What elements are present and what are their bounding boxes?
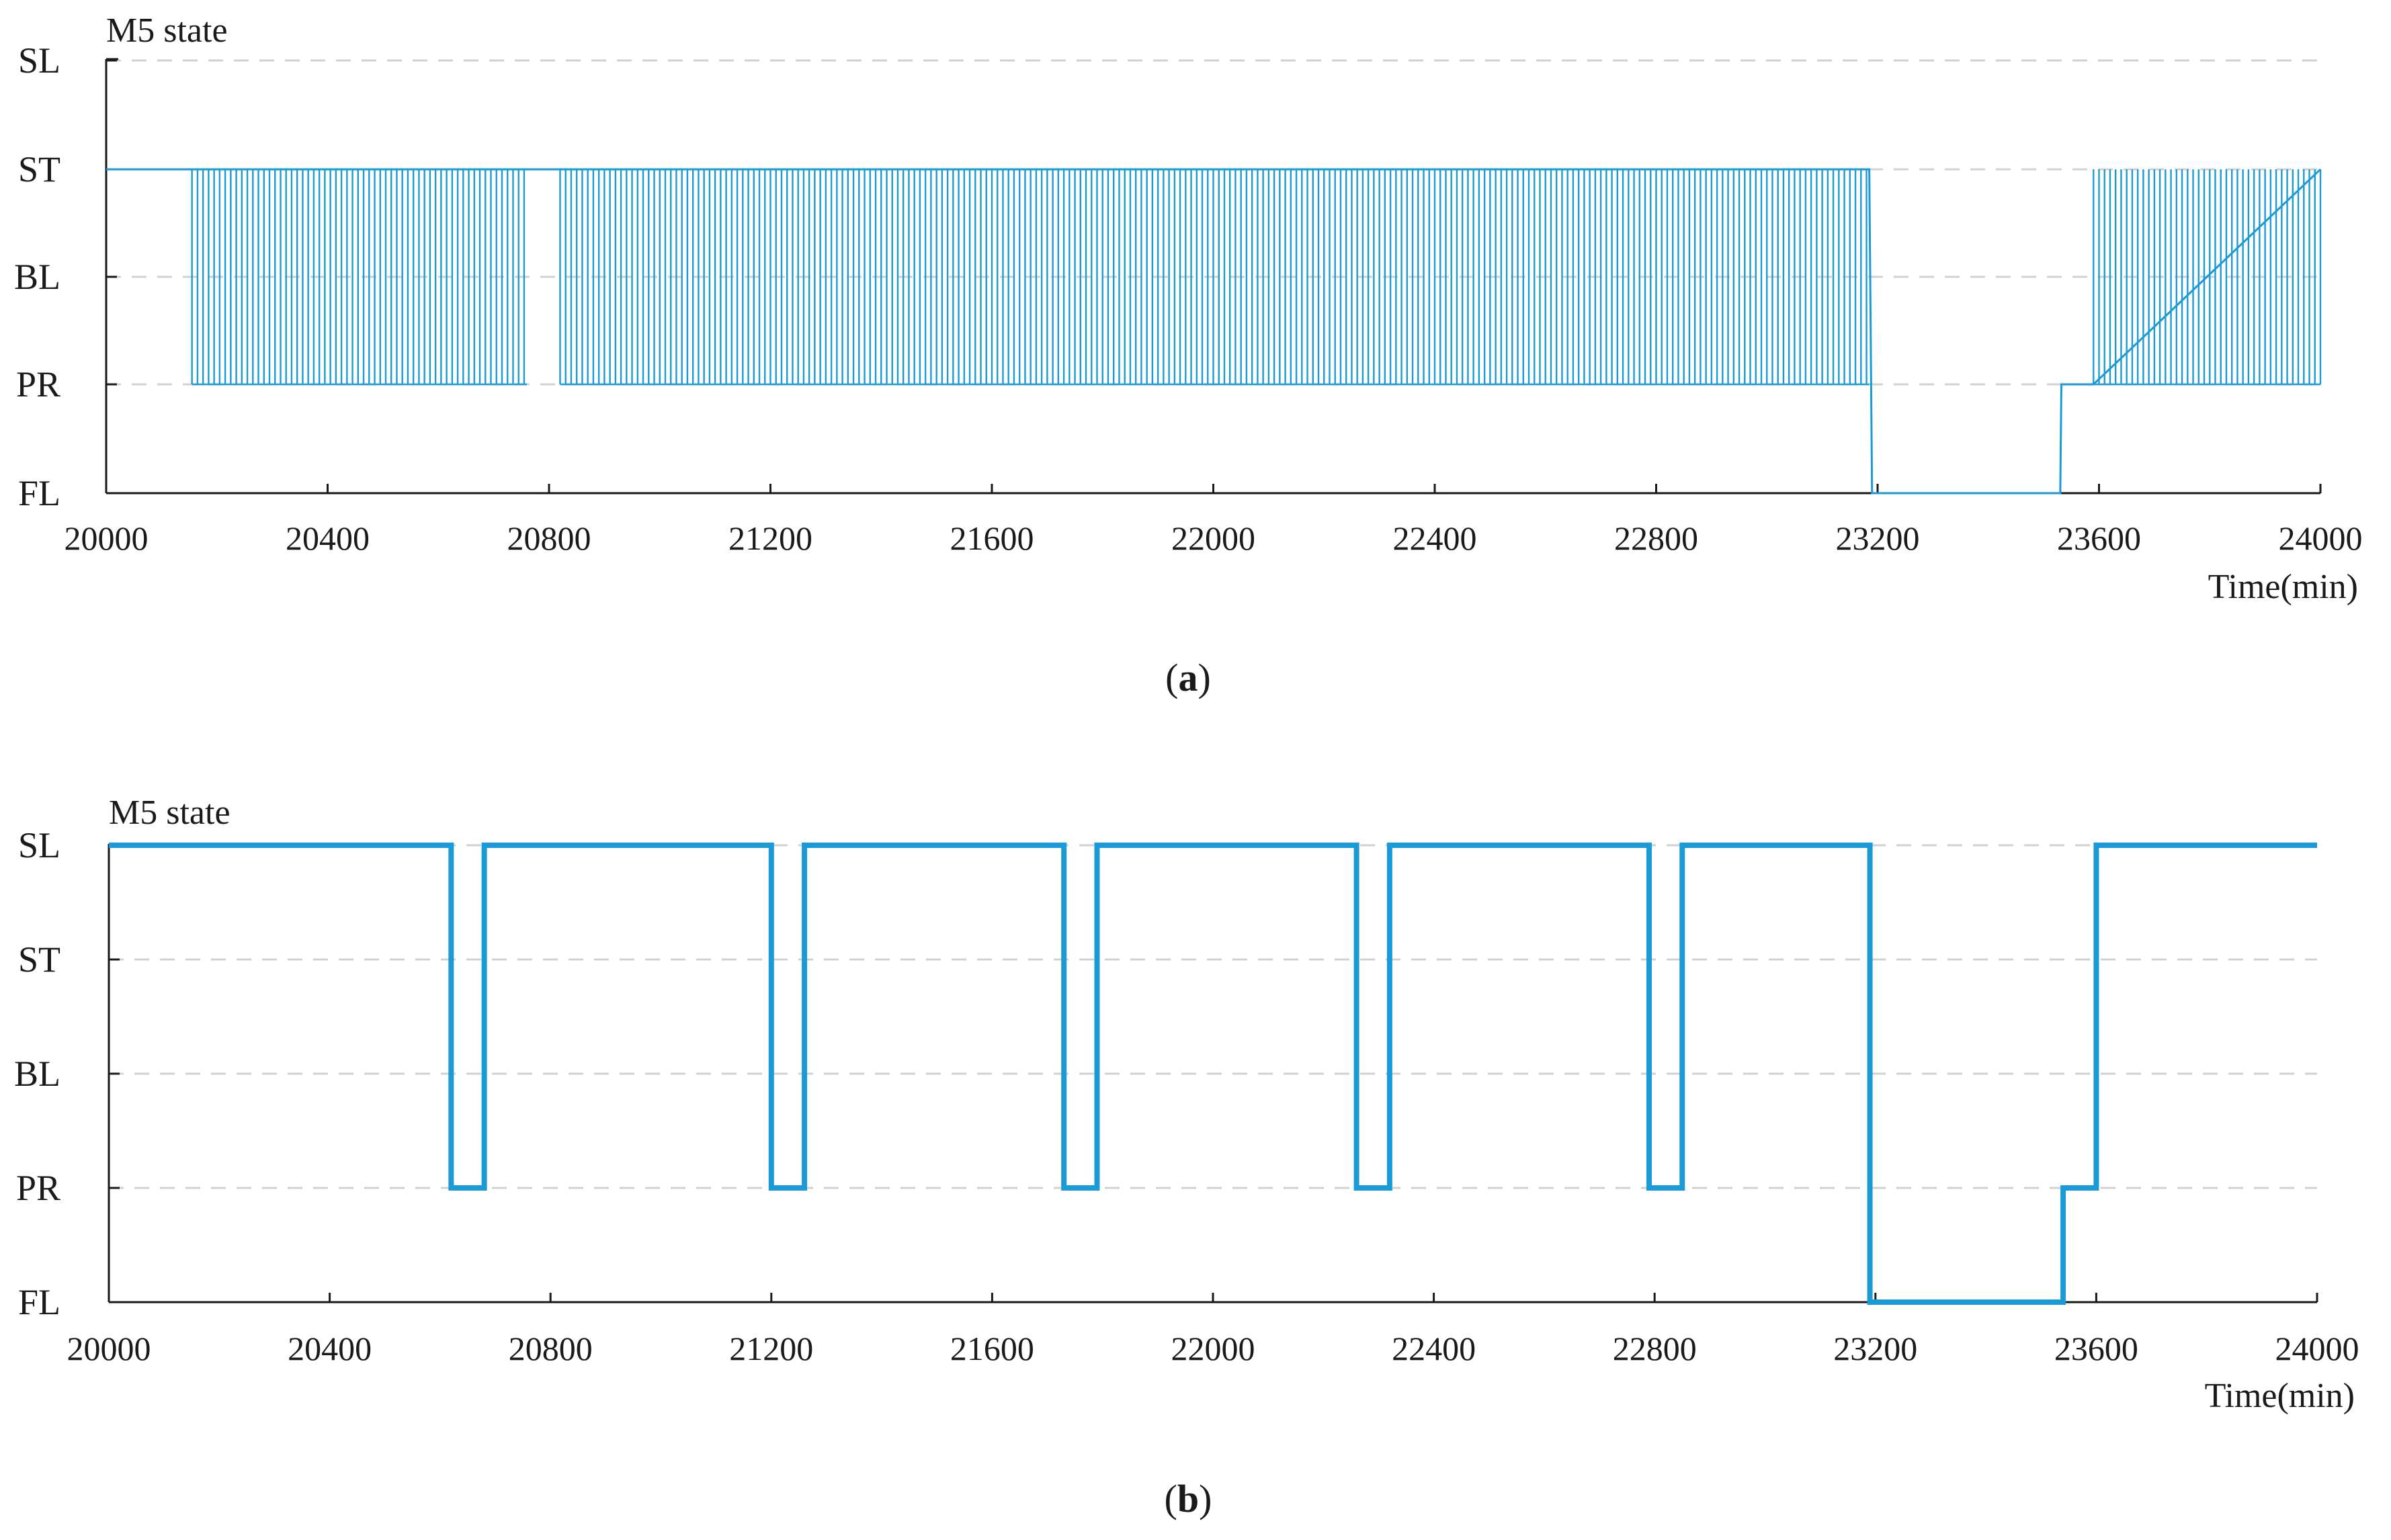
x-tick-label-20400: 20400 — [288, 1330, 372, 1367]
x-tick-label-22000: 22000 — [1171, 519, 1255, 557]
x-tick-label-22400: 22400 — [1392, 1330, 1476, 1367]
y-tick-label-BL: BL — [14, 257, 60, 297]
panel-caption: (b) — [1165, 1477, 1212, 1521]
x-tick-label-23600: 23600 — [2057, 519, 2141, 557]
x-tick-label-24000: 24000 — [2275, 1330, 2359, 1367]
y-tick-label-FL: FL — [18, 1282, 60, 1322]
oscillation-segment-1 — [191, 169, 526, 384]
chart-title: M5 state — [109, 794, 230, 832]
y-tick-label-FL: FL — [18, 473, 60, 513]
x-tick-label-23600: 23600 — [2054, 1330, 2138, 1367]
x-tick-label-22800: 22800 — [1613, 1330, 1697, 1367]
x-tick-label-23200: 23200 — [1836, 519, 1920, 557]
x-tick-label-23200: 23200 — [1833, 1330, 1917, 1367]
x-tick-label-20000: 20000 — [65, 519, 149, 557]
x-axis-label: Time(min) — [2205, 1377, 2355, 1415]
x-tick-label-22000: 22000 — [1171, 1330, 1255, 1367]
panel-caption: (a) — [1165, 656, 1211, 699]
y-tick-label-PR: PR — [16, 364, 60, 404]
x-tick-label-20800: 20800 — [509, 1330, 593, 1367]
oscillation-segment-2 — [559, 169, 1868, 384]
x-tick-label-21200: 21200 — [729, 1330, 813, 1367]
x-tick-label-20000: 20000 — [67, 1330, 151, 1367]
x-tick-label-22400: 22400 — [1393, 519, 1477, 557]
x-tick-label-20400: 20400 — [286, 519, 370, 557]
y-tick-label-ST: ST — [18, 149, 60, 189]
series-line — [109, 843, 2317, 1305]
y-tick-label-BL: BL — [14, 1054, 60, 1094]
x-tick-label-24000: 24000 — [2279, 519, 2363, 557]
x-axis-label: Time(min) — [2208, 568, 2358, 606]
oscillation-segment-3 — [2093, 169, 2322, 384]
series-line — [106, 168, 2322, 495]
y-tick-label-SL: SL — [18, 825, 60, 865]
y-tick-label-ST: ST — [18, 939, 60, 980]
x-tick-label-22800: 22800 — [1614, 519, 1698, 557]
y-tick-label-PR: PR — [16, 1168, 60, 1208]
x-tick-label-21600: 21600 — [950, 519, 1034, 557]
x-tick-label-21600: 21600 — [950, 1330, 1034, 1367]
x-tick-label-21200: 21200 — [728, 519, 812, 557]
chart-title: M5 state — [106, 11, 228, 50]
x-tick-label-20800: 20800 — [507, 519, 591, 557]
y-tick-label-SL: SL — [18, 40, 60, 81]
